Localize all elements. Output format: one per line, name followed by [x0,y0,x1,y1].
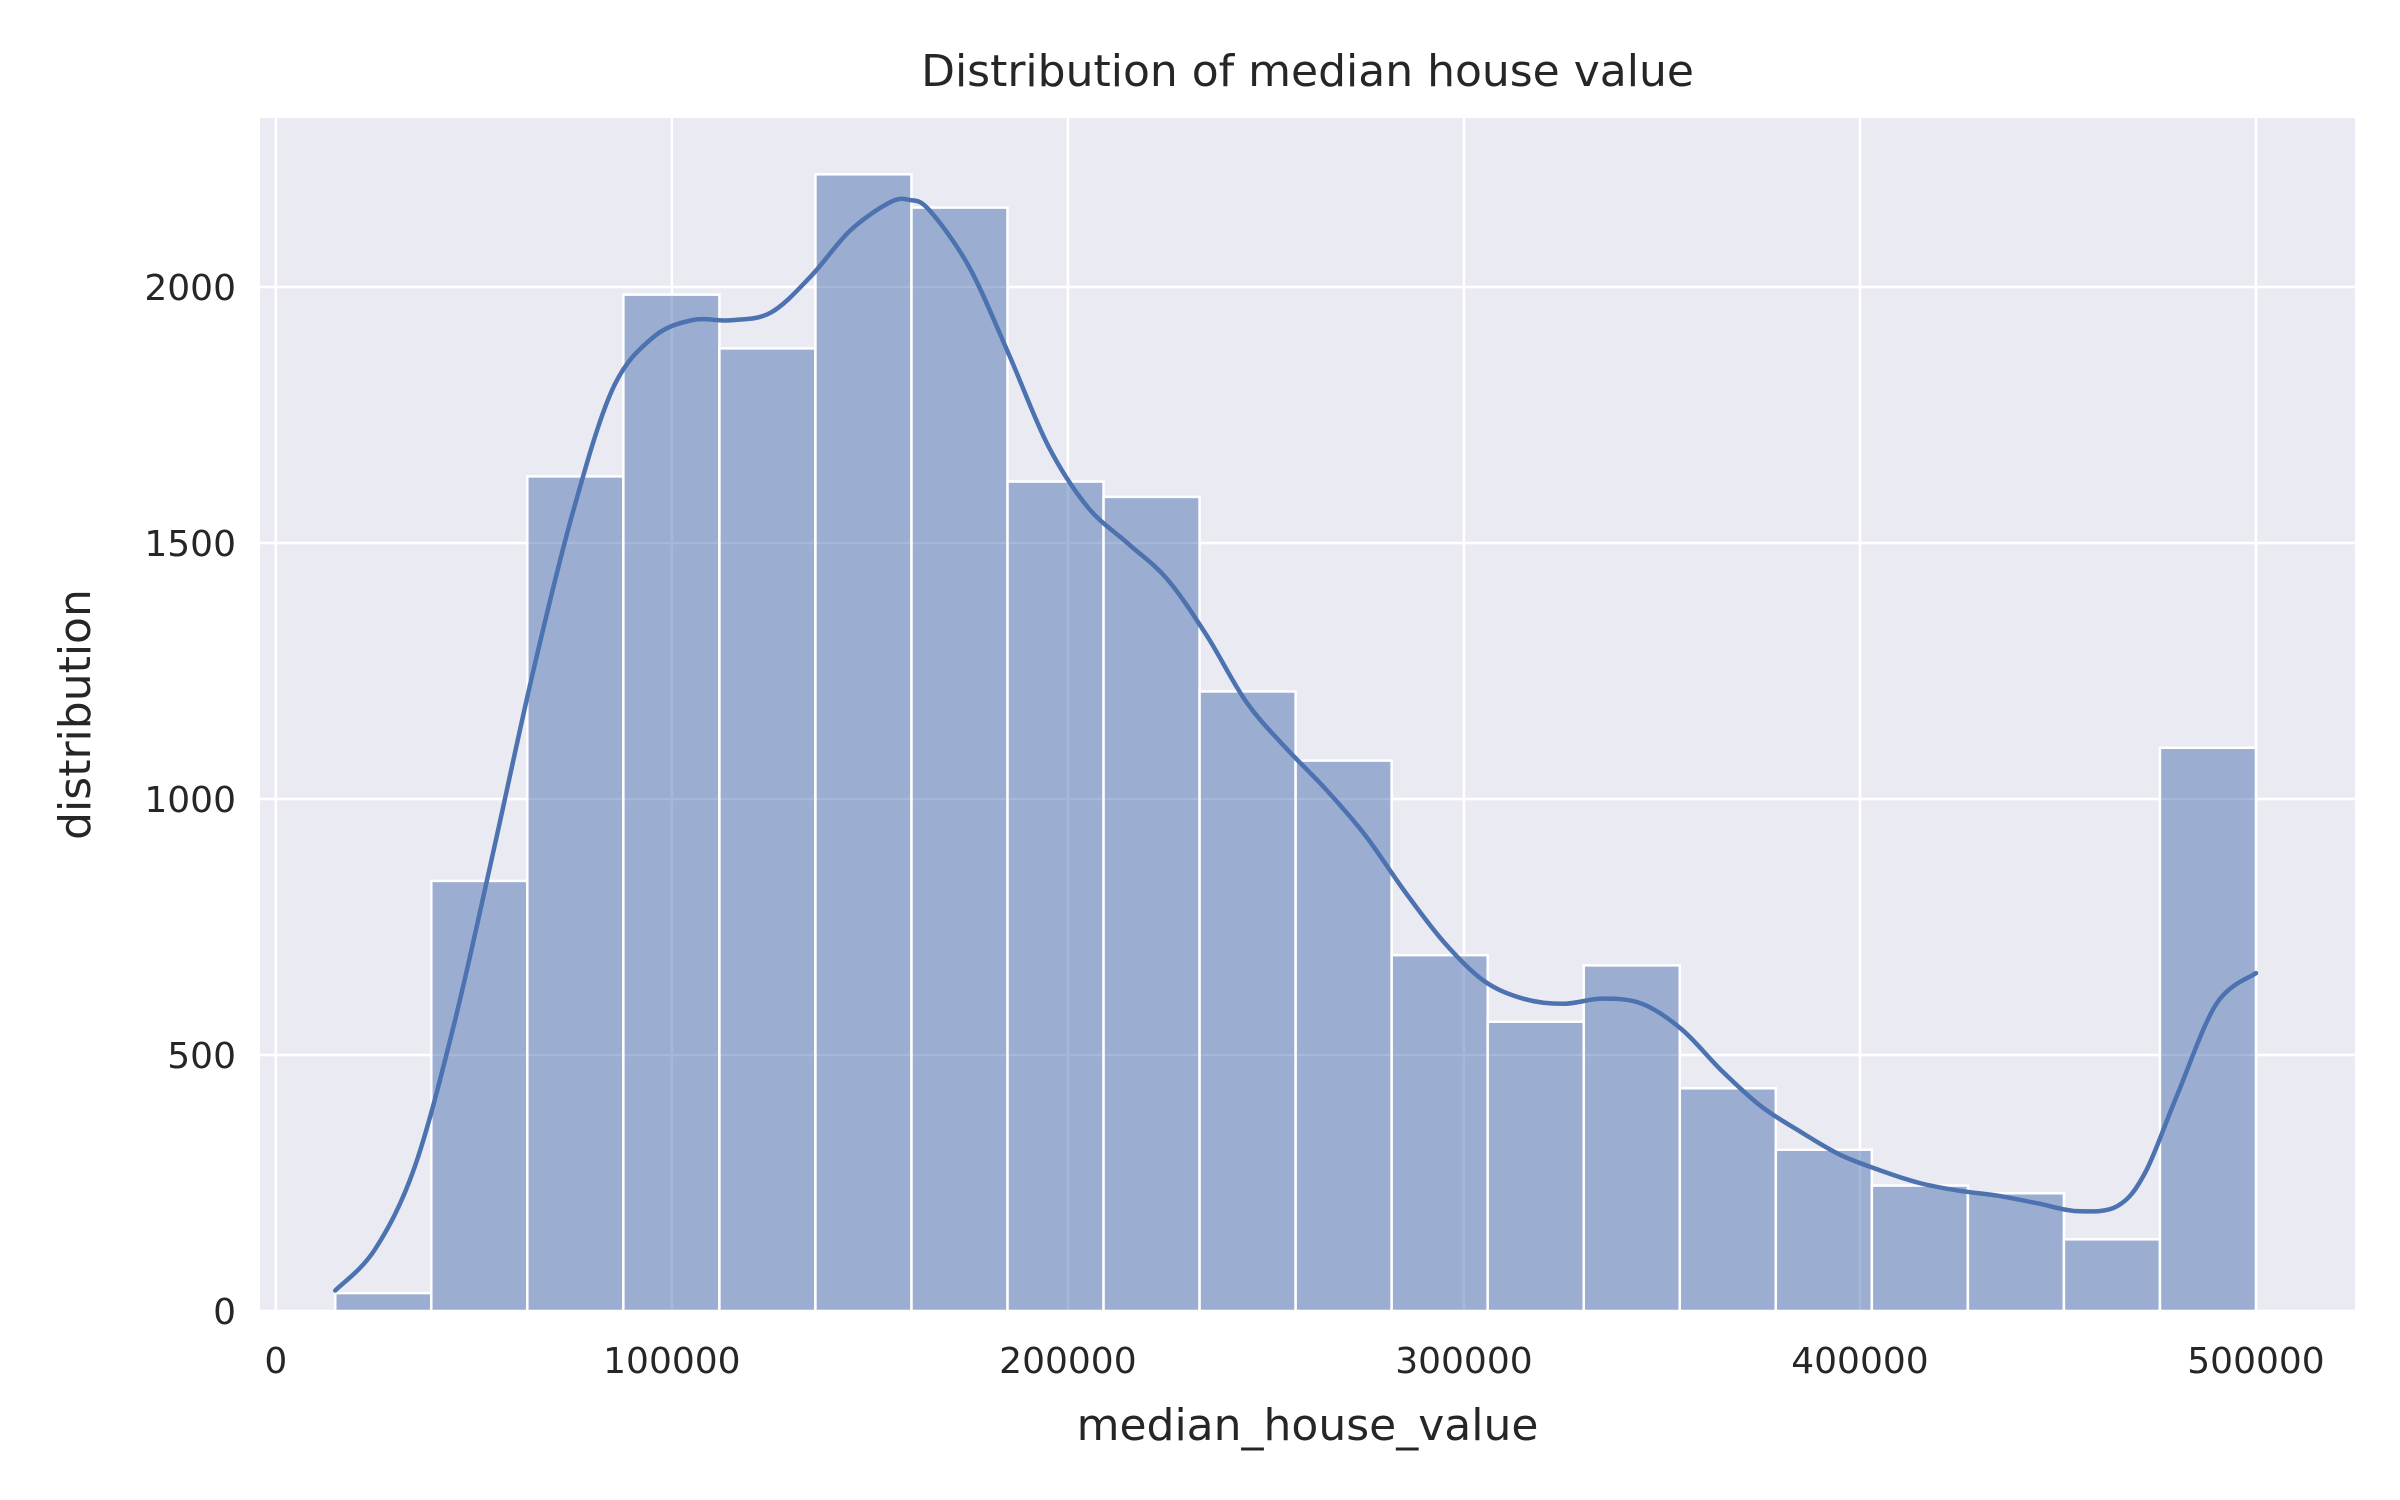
histogram-bar [1966,1191,2066,1313]
histogram-bar [526,475,625,1313]
y-tick-label: 2000 [144,268,236,309]
y-tick-label: 1500 [144,524,236,565]
histogram-bar [1870,1184,1970,1313]
histogram-bar [1486,1020,1585,1313]
x-tick-label: 100000 [603,1341,740,1382]
x-tick-label: 200000 [999,1341,1136,1382]
kde-line [332,196,2259,1293]
x-tick-label: 300000 [1395,1341,1532,1382]
histogram-bar [1006,480,1105,1313]
histogram-bar [2158,746,2258,1313]
histogram-bar [1102,495,1201,1313]
y-axis-label: distribution [50,589,101,840]
histogram-bar [430,879,529,1313]
x-tick-label: 0 [264,1341,287,1382]
histogram-bar [814,173,913,1313]
y-tick-label: 0 [213,1292,236,1333]
histogram-bar [1294,759,1393,1313]
x-axis-label: median_house_value [1077,1400,1539,1451]
histogram-bar [2062,1238,2162,1313]
y-axis-ticks: 0 500 1000 1500 2000 [144,268,236,1333]
x-tick-label: 500000 [2187,1341,2324,1382]
histogram-bar [333,1291,433,1313]
x-axis-ticks: 0 100000 200000 300000 400000 500000 [264,1341,2324,1382]
y-tick-label: 500 [167,1036,236,1077]
histogram-bar [910,206,1009,1313]
histogram-bars [333,173,2258,1313]
histogram-bar [1678,1087,1778,1313]
x-tick-label: 400000 [1791,1341,1928,1382]
histogram-bar [718,347,817,1313]
histogram-bar [622,293,721,1313]
histogram-bar [1390,953,1489,1313]
chart-title: Distribution of median house value [921,46,1694,97]
y-tick-label: 1000 [144,780,236,821]
histogram-bar [1198,690,1297,1313]
histogram-bar [1774,1148,1874,1313]
